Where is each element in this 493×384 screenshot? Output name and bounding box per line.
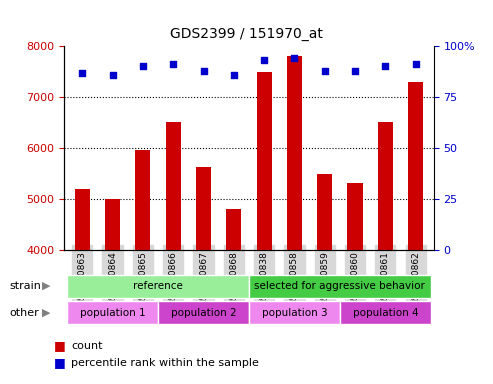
Bar	[226, 209, 242, 250]
Text: ■: ■	[54, 339, 66, 352]
Bar	[196, 167, 211, 250]
Point	[351, 68, 359, 74]
Text: ■: ■	[54, 356, 66, 369]
Point	[108, 71, 116, 78]
Bar	[67, 275, 249, 298]
Bar	[340, 301, 431, 324]
Text: strain: strain	[10, 281, 42, 291]
Bar	[75, 189, 90, 250]
Bar	[249, 275, 431, 298]
Text: population 1: population 1	[80, 308, 145, 318]
Point	[321, 68, 329, 74]
Text: reference: reference	[133, 281, 183, 291]
Bar	[408, 82, 423, 250]
Point	[382, 63, 389, 70]
Bar	[158, 301, 249, 324]
Text: population 2: population 2	[171, 308, 236, 318]
Text: count: count	[71, 341, 103, 351]
Point	[230, 71, 238, 78]
Bar	[317, 174, 332, 250]
Text: selected for aggressive behavior: selected for aggressive behavior	[254, 281, 425, 291]
Point	[412, 61, 420, 68]
Text: population 4: population 4	[352, 308, 418, 318]
Text: population 3: population 3	[262, 308, 327, 318]
Text: ▶: ▶	[42, 308, 50, 318]
Text: percentile rank within the sample: percentile rank within the sample	[71, 358, 259, 368]
Bar	[287, 56, 302, 250]
Point	[260, 57, 268, 63]
Bar	[105, 199, 120, 250]
Bar	[348, 184, 363, 250]
Bar	[67, 301, 158, 324]
Point	[290, 55, 298, 61]
Bar	[378, 122, 393, 250]
Point	[78, 70, 86, 76]
Point	[200, 68, 208, 74]
Text: GDS2399 / 151970_at: GDS2399 / 151970_at	[170, 27, 323, 41]
Bar	[135, 151, 150, 250]
Point	[169, 61, 177, 68]
Text: ▶: ▶	[42, 281, 50, 291]
Bar	[166, 122, 181, 250]
Bar	[249, 301, 340, 324]
Text: other: other	[10, 308, 39, 318]
Point	[139, 63, 147, 70]
Bar	[256, 71, 272, 250]
